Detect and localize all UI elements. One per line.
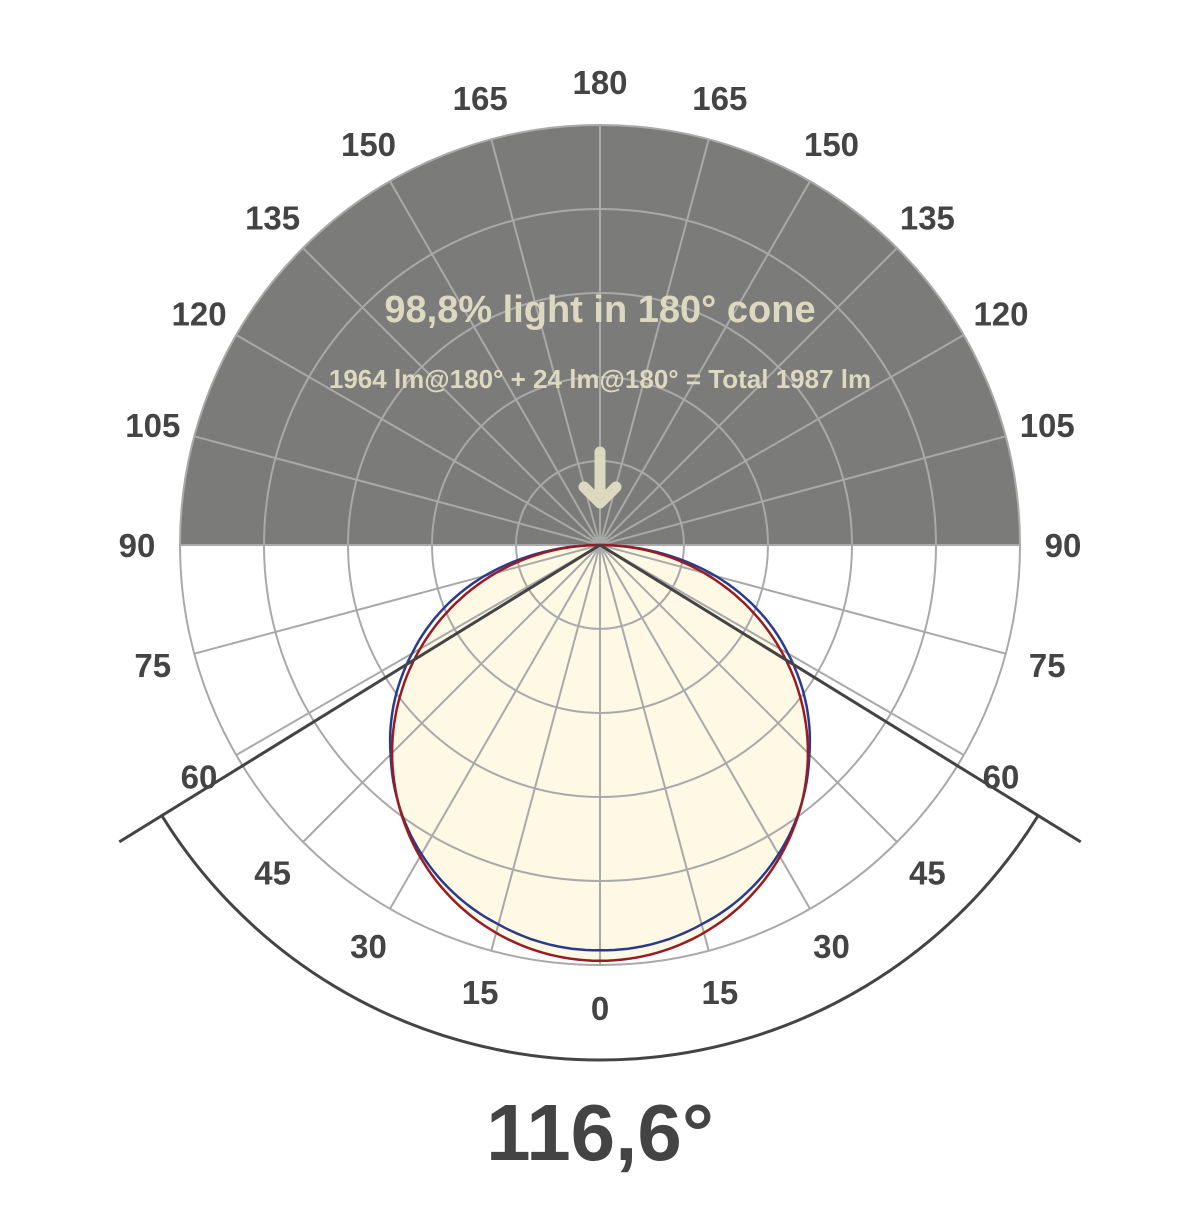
angle-tick-label: 45 xyxy=(254,854,291,891)
grid-spoke xyxy=(599,435,1006,546)
angle-tick-label: 180 xyxy=(572,64,627,101)
angle-tick-label: 105 xyxy=(1020,407,1075,444)
grid-spoke xyxy=(599,334,965,546)
chart-subtitle: 1964 lm@180° + 24 lm@180° = Total 1987 l… xyxy=(329,364,871,394)
angle-tick-label: 15 xyxy=(701,974,738,1011)
angle-tick-label: 150 xyxy=(804,126,859,163)
angle-tick-label: 0 xyxy=(591,990,609,1027)
grid-spoke xyxy=(389,544,601,910)
grid-spoke xyxy=(599,544,811,910)
grid-spoke xyxy=(490,139,601,546)
angle-tick-label: 120 xyxy=(973,296,1028,333)
angle-tick-label: 30 xyxy=(350,928,387,965)
beam-edge-line xyxy=(599,543,1082,844)
angle-tick-label: 75 xyxy=(1029,647,1066,684)
grid-spoke xyxy=(599,544,898,843)
angle-tick-label: 15 xyxy=(462,974,499,1011)
grid-spoke xyxy=(599,139,710,546)
angle-tick-label: 105 xyxy=(125,407,180,444)
angle-tick-label: 135 xyxy=(245,200,300,237)
angle-tick-label: 165 xyxy=(692,80,747,117)
grid-spoke xyxy=(599,180,811,546)
angle-tick-label: 90 xyxy=(1045,527,1082,564)
angle-tick-label: 120 xyxy=(171,296,226,333)
grid-spoke xyxy=(194,544,601,655)
grid-spoke xyxy=(490,544,601,951)
grid-spoke xyxy=(599,544,710,951)
intensity-curve-2 xyxy=(390,543,810,963)
beam-angle-label: 116,6° xyxy=(486,1088,714,1177)
grid-spoke xyxy=(599,247,898,546)
angle-tick-label: 60 xyxy=(983,759,1020,796)
grid-spoke xyxy=(302,247,601,546)
grid-spoke xyxy=(599,544,1006,655)
angle-tick-label: 45 xyxy=(909,854,946,891)
angle-tick-label: 75 xyxy=(134,647,171,684)
beam-angle-arc xyxy=(160,814,1040,1062)
grid-spoke xyxy=(235,334,601,546)
down-arrow-icon xyxy=(578,446,622,509)
chart-title: 98,8% light in 180° cone xyxy=(384,289,815,331)
intensity-curve-1 xyxy=(388,543,812,952)
grid-spoke xyxy=(302,544,601,843)
grid-spoke xyxy=(389,180,601,546)
angle-tick-label: 165 xyxy=(453,80,508,117)
beam-edge-line xyxy=(118,543,601,844)
angle-tick-label: 90 xyxy=(119,527,156,564)
grid-spoke xyxy=(194,435,601,546)
angle-tick-label: 60 xyxy=(181,759,218,796)
angle-tick-label: 150 xyxy=(341,126,396,163)
angle-tick-label: 30 xyxy=(813,928,850,965)
angle-tick-label: 135 xyxy=(900,200,955,237)
